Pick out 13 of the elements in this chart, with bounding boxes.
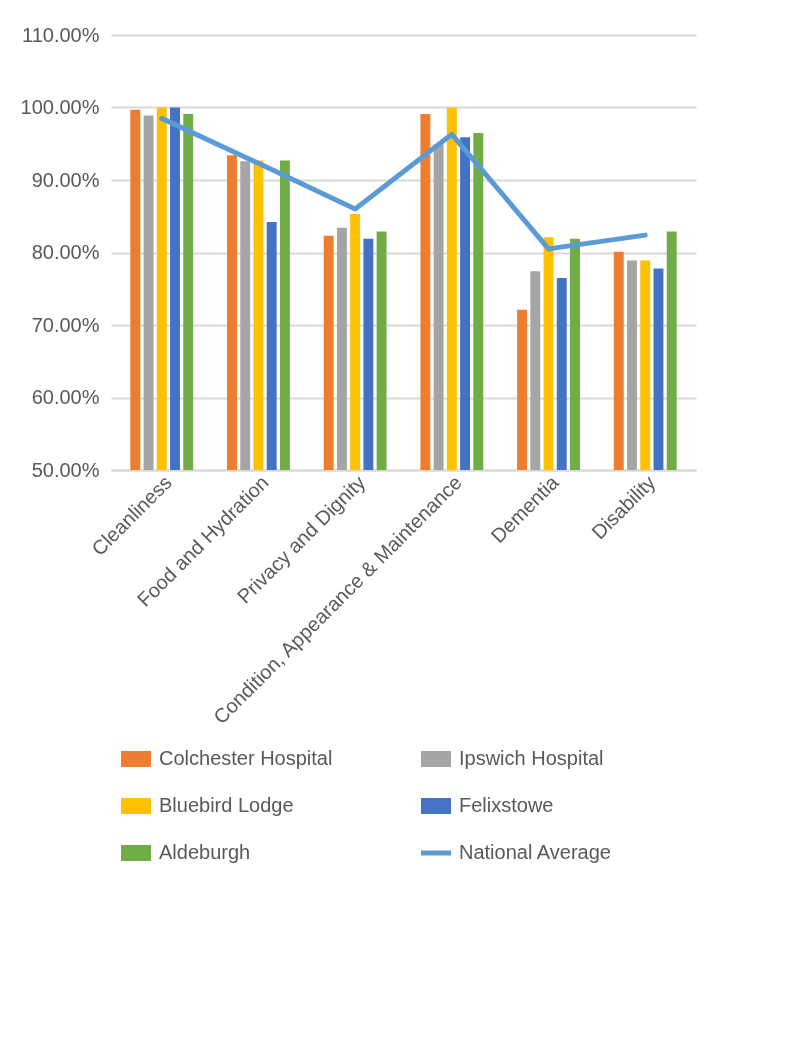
y-tick-label: 70.00% (31, 313, 100, 336)
legend-label: Ipswich Hospital (459, 747, 604, 769)
legend-label: Aldeburgh (159, 841, 251, 863)
legend-label: Felixstowe (459, 794, 554, 816)
legend-label: National Average (459, 841, 611, 863)
y-tick-label: 60.00% (31, 386, 100, 408)
legend-label: Bluebird Lodge (159, 794, 294, 816)
y-tick-label: 50.00% (31, 458, 100, 481)
y-tick-label: 110.00% (22, 23, 100, 46)
y-tick-label: 80.00% (31, 241, 100, 263)
y-tick-label: 100.00% (20, 96, 100, 118)
y-tick-label: 90.00% (31, 168, 100, 191)
legend-label: Colchester Hospital (159, 747, 333, 769)
